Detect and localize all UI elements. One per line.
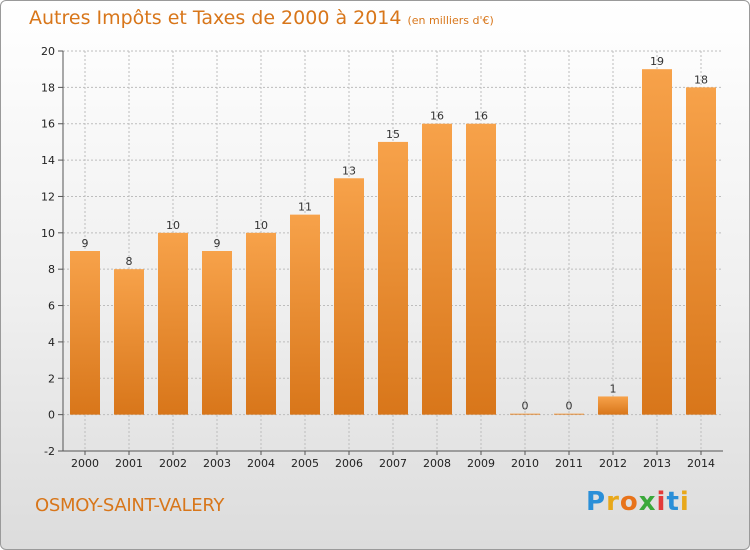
logo-letter: r bbox=[606, 487, 620, 517]
x-tick-label-2006: 2006 bbox=[335, 457, 363, 470]
y-tick-label: 12 bbox=[41, 190, 55, 203]
bar-2010 bbox=[510, 413, 540, 415]
title-text: Autres Impôts et Taxes de 2000 à 2014 bbox=[29, 7, 402, 29]
unit-label: (en milliers d'€) bbox=[407, 14, 494, 27]
data-label-2004: 10 bbox=[254, 219, 268, 232]
data-label-2007: 15 bbox=[386, 128, 400, 141]
bar-2007 bbox=[378, 141, 408, 415]
bar-2012 bbox=[598, 396, 628, 415]
commune-name: OSMOY-SAINT-VALERY bbox=[35, 495, 225, 516]
y-tick-label: 6 bbox=[48, 300, 55, 313]
x-tick-label-2003: 2003 bbox=[203, 457, 231, 470]
bar-2013 bbox=[642, 69, 672, 415]
logo-letter: t bbox=[666, 487, 680, 517]
logo-letter: o bbox=[619, 487, 639, 517]
y-tick-labels: -2 0 2 4 6 8 10 12 14 16 18 20 bbox=[41, 45, 55, 458]
logo-letter: i bbox=[656, 487, 667, 517]
x-tick-label-2012: 2012 bbox=[599, 457, 627, 470]
data-label-2011: 0 bbox=[566, 400, 573, 413]
bar-2002 bbox=[158, 232, 188, 415]
y-tick-label: 0 bbox=[48, 409, 55, 422]
y-tick-label: 14 bbox=[41, 154, 55, 167]
x-tick-label-2014: 2014 bbox=[687, 457, 715, 470]
data-label-2009: 16 bbox=[474, 110, 488, 123]
data-label-2013: 19 bbox=[650, 55, 664, 68]
bar-2006 bbox=[334, 178, 364, 415]
data-label-2002: 10 bbox=[166, 219, 180, 232]
x-tick-label-2005: 2005 bbox=[291, 457, 319, 470]
bar-2011 bbox=[554, 413, 584, 415]
bar-2014 bbox=[686, 87, 716, 415]
data-label-2001: 8 bbox=[126, 255, 133, 268]
y-tick-label: 8 bbox=[48, 263, 55, 276]
x-tick-label-2010: 2010 bbox=[511, 457, 539, 470]
bar-2005 bbox=[290, 214, 320, 415]
y-tick-label: 18 bbox=[41, 81, 55, 94]
y-tick-label: 2 bbox=[48, 372, 55, 385]
x-tick-label-2004: 2004 bbox=[247, 457, 275, 470]
data-label-2006: 13 bbox=[342, 164, 356, 177]
x-tick-label-2009: 2009 bbox=[467, 457, 495, 470]
x-tick-label-2013: 2013 bbox=[643, 457, 671, 470]
y-tick-label: 20 bbox=[41, 45, 55, 58]
data-label-2010: 0 bbox=[522, 400, 529, 413]
x-tick-labels: 2000 2001 2002 2003 2004 2005 2006 2007 2008 2009… bbox=[71, 457, 715, 470]
x-tick-label-2007: 2007 bbox=[379, 457, 407, 470]
x-tick-label-2001: 2001 bbox=[115, 457, 143, 470]
axes bbox=[58, 50, 723, 455]
data-label-2000: 9 bbox=[82, 237, 89, 250]
bar-2009 bbox=[466, 123, 496, 415]
bar-2003 bbox=[202, 251, 232, 415]
logo-letter: x bbox=[638, 487, 657, 517]
y-tick-label: 16 bbox=[41, 118, 55, 131]
x-tick-label-2011: 2011 bbox=[555, 457, 583, 470]
data-label-2012: 1 bbox=[610, 382, 617, 395]
y-tick-label: 4 bbox=[48, 336, 55, 349]
logo-letter: i bbox=[679, 487, 690, 517]
data-label-2003: 9 bbox=[214, 237, 221, 250]
data-label-2005: 11 bbox=[298, 201, 312, 214]
bar-2000 bbox=[70, 251, 100, 415]
data-labels: 9 8 10 9 10 11 13 15 16 16 0 0 1 19 18 bbox=[82, 55, 709, 412]
proxiti-logo: Proxiti bbox=[586, 487, 690, 517]
data-label-2008: 16 bbox=[430, 110, 444, 123]
x-tick-label-2008: 2008 bbox=[423, 457, 451, 470]
bars bbox=[70, 69, 716, 415]
bar-2001 bbox=[114, 269, 144, 415]
x-tick-label-2000: 2000 bbox=[71, 457, 99, 470]
data-label-2014: 18 bbox=[694, 73, 708, 86]
bar-2008 bbox=[422, 123, 452, 415]
bar-2004 bbox=[246, 232, 276, 415]
y-tick-label: 10 bbox=[41, 227, 55, 240]
x-tick-label-2002: 2002 bbox=[159, 457, 187, 470]
y-tick-label: -2 bbox=[44, 445, 55, 458]
logo-letter: P bbox=[586, 487, 607, 517]
chart-title: Autres Impôts et Taxes de 2000 à 2014 (en… bbox=[29, 7, 494, 29]
